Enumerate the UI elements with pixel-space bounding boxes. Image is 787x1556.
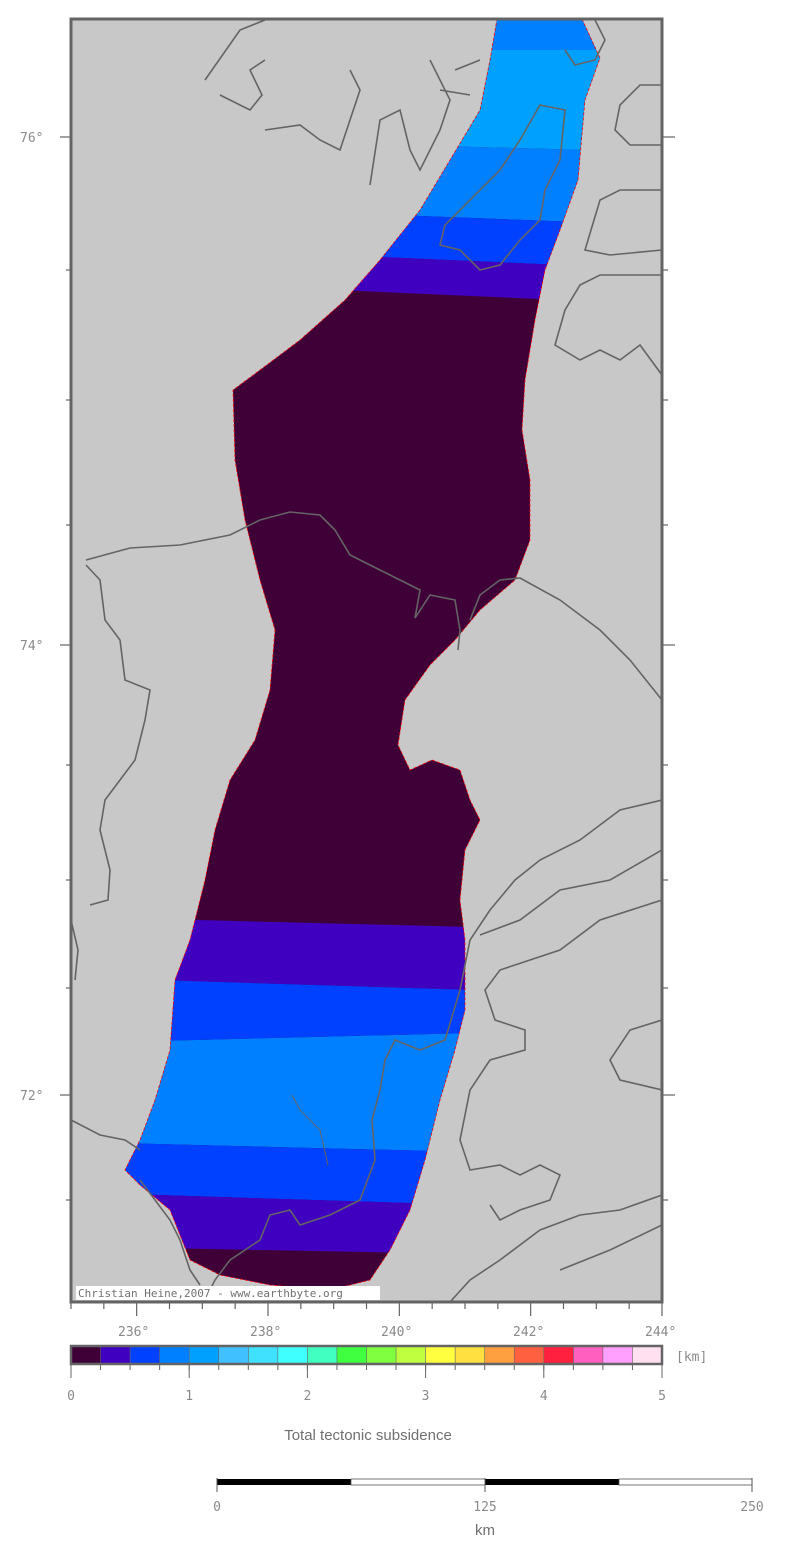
colorbar-swatch (159, 1345, 190, 1365)
colorbar-swatch (248, 1345, 279, 1365)
colorbar-swatch (336, 1345, 368, 1365)
colorbar-swatch (484, 1345, 516, 1365)
colorbar-swatch (602, 1345, 634, 1365)
colorbar-tick-label: 2 (303, 1389, 311, 1404)
scalebar-label: 0 (213, 1500, 221, 1515)
colorbar-swatch (277, 1345, 309, 1365)
lat-labels: 76° 74° 72° (20, 131, 43, 1104)
lon-label: 240° (381, 1325, 412, 1340)
colorbar-tick-label: 5 (658, 1389, 666, 1404)
colorbar-swatch (632, 1345, 663, 1365)
colorbar-tick-label: 3 (422, 1389, 430, 1404)
credit-box: Christian Heine,2007 - www.earthbyte.org (76, 1286, 380, 1300)
colorbar-tick-label: 4 (540, 1389, 548, 1404)
colorbar-ticks: 0 1 2 3 4 5 (67, 1364, 666, 1404)
colorbar-swatch (395, 1345, 427, 1365)
lon-label: 236° (118, 1325, 149, 1340)
scalebar-label: 250 (740, 1500, 763, 1515)
lat-label: 74° (20, 639, 43, 654)
colorbar-title: Total tectonic subsidence (284, 1427, 452, 1444)
colorbar (70, 1345, 663, 1365)
scalebar-label: 125 (473, 1500, 496, 1515)
colorbar-swatch (188, 1345, 220, 1365)
colorbar-swatch (100, 1345, 131, 1365)
colorbar-swatch (573, 1345, 604, 1365)
scalebar-seg (217, 1479, 351, 1485)
band-top-1 (125, 19, 600, 20)
scalebar-seg (618, 1478, 753, 1486)
colorbar-swatch (425, 1345, 456, 1365)
lon-labels: 236° 238° 240° 242° 244° (118, 1325, 676, 1340)
colorbar-swatch (129, 1345, 161, 1365)
lat-label: 76° (20, 131, 43, 146)
lat-label: 72° (20, 1089, 43, 1104)
credit-text: Christian Heine,2007 - www.earthbyte.org (78, 1287, 343, 1300)
lon-label: 244° (645, 1325, 676, 1340)
scalebar-unit: km (475, 1522, 495, 1539)
colorbar-swatch (513, 1345, 545, 1365)
coastlines (71, 19, 662, 1302)
scalebar: 0 125 250 km (213, 1478, 764, 1539)
colorbar-swatch (307, 1345, 338, 1365)
colorbar-swatch (218, 1345, 250, 1365)
colorbar-tick-label: 1 (185, 1389, 193, 1404)
axis-ticks (60, 136, 675, 1316)
colorbar-swatch (70, 1345, 102, 1365)
colorbar-unit: [km] (676, 1350, 707, 1365)
lon-label: 238° (250, 1325, 281, 1340)
colorbar-swatch (454, 1345, 486, 1365)
colorbar-tick-label: 0 (67, 1389, 75, 1404)
colorbar-swatch (366, 1345, 397, 1365)
lon-label: 242° (513, 1325, 544, 1340)
scalebar-seg (485, 1479, 619, 1485)
colorbar-swatch (543, 1345, 575, 1365)
scalebar-seg (350, 1478, 486, 1486)
